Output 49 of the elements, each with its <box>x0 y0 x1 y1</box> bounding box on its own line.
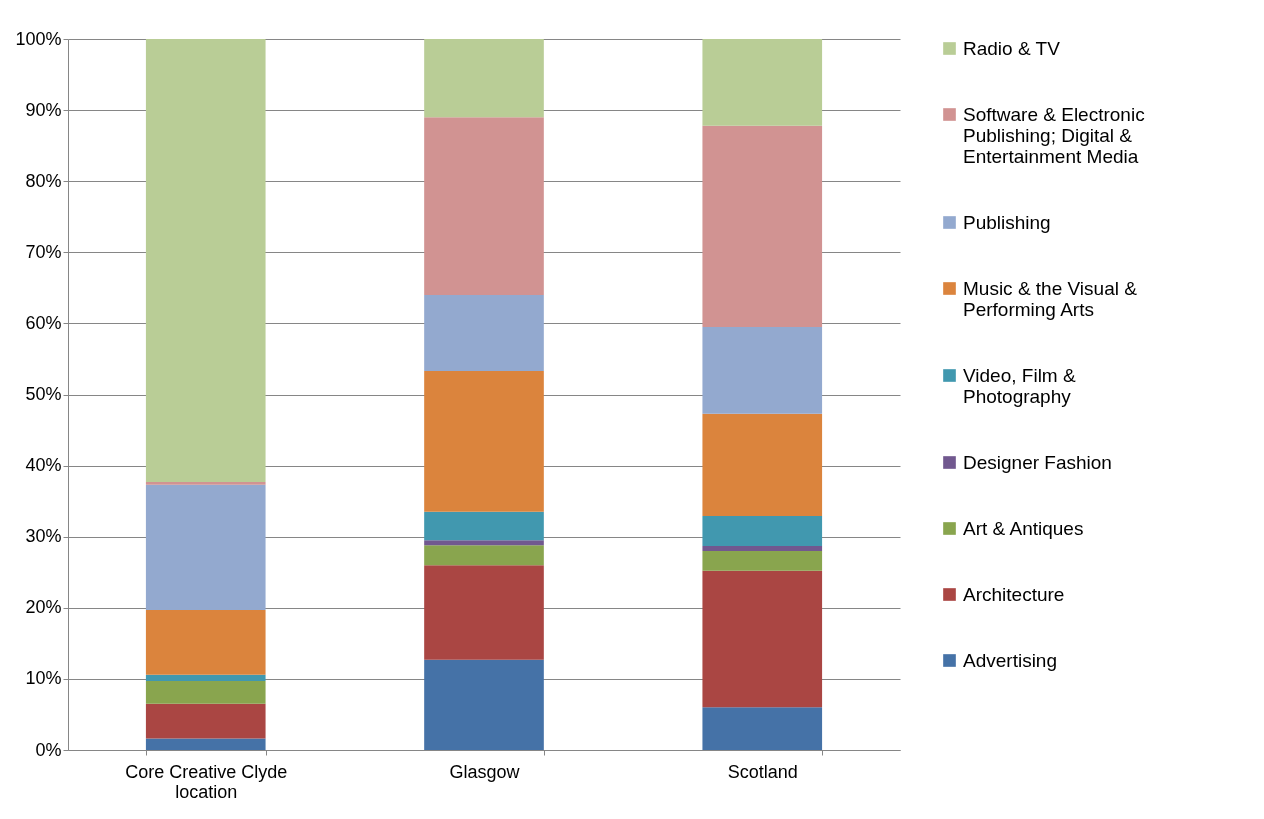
bar <box>702 545 823 551</box>
legend-label: Advertising <box>963 649 1057 671</box>
bar <box>702 570 823 708</box>
bar <box>424 545 544 566</box>
legend-label: Radio & TV <box>963 37 1061 59</box>
legend-label: Music & the Visual & Performing Arts <box>963 277 1138 320</box>
y-tick-label: 40% <box>25 455 62 476</box>
legend-label: Architecture <box>963 583 1065 605</box>
y-tick-label: 70% <box>25 241 62 262</box>
bar <box>145 703 266 739</box>
y-tick-label: 100% <box>15 28 62 49</box>
bar <box>424 659 544 750</box>
y-tick-label: 30% <box>25 526 62 547</box>
bar <box>702 326 823 414</box>
legend-label: Software & Electronic Publishing; Digital & Entertainment Media <box>963 103 1145 167</box>
y-tick-label: 60% <box>25 312 62 333</box>
bar <box>424 294 544 372</box>
y-tick-label: 20% <box>25 597 62 618</box>
legend-label: Designer Fashion <box>963 451 1112 473</box>
bar <box>424 39 544 118</box>
bar <box>702 413 823 517</box>
bar <box>145 39 266 482</box>
y-tick-label: 10% <box>25 668 62 689</box>
x-tick-label: Scotland <box>727 761 798 782</box>
legend-label: Video, Film & Photography <box>963 364 1076 407</box>
y-tick-label: 80% <box>25 170 62 191</box>
legend-label: Publishing <box>963 211 1051 233</box>
legend-label: Art & Antiques <box>963 517 1084 539</box>
y-tick-label: 50% <box>25 384 62 404</box>
bar <box>424 565 544 660</box>
bar <box>424 511 544 541</box>
bar <box>702 550 823 571</box>
y-tick-label: 90% <box>25 99 62 120</box>
bar <box>145 609 266 675</box>
bar <box>702 516 823 546</box>
bar <box>424 371 544 512</box>
x-tick-label: Core Creative Clyde location <box>125 761 288 802</box>
bar <box>145 738 266 750</box>
bar <box>145 484 266 610</box>
bar <box>424 117 544 295</box>
bar <box>145 481 266 485</box>
y-tick-label: 0% <box>35 739 62 760</box>
bar <box>702 39 823 126</box>
bar <box>424 540 544 546</box>
bar <box>145 674 266 682</box>
bar <box>702 125 823 327</box>
bar <box>702 707 823 750</box>
bar <box>145 681 266 704</box>
x-tick-label: Glasgow <box>449 761 521 782</box>
